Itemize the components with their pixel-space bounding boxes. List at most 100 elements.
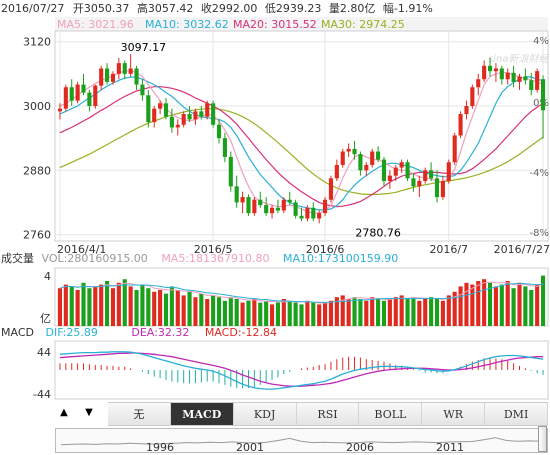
candle (535, 68, 540, 93)
volume-bar (311, 302, 316, 326)
price-tick-label: 3000 (23, 100, 51, 113)
navigator-handle[interactable] (538, 426, 547, 452)
volume-bar (216, 297, 222, 326)
volume-bar (523, 286, 528, 326)
price-tick-label: 2760 (23, 229, 51, 242)
history-line (60, 437, 542, 446)
candle (370, 148, 375, 168)
scroll-up-button[interactable]: ▲ (60, 406, 68, 418)
volume-bar (105, 281, 110, 326)
tab-无[interactable]: 无 (108, 403, 171, 425)
candle (358, 151, 363, 176)
volume-bar (511, 288, 516, 326)
volume-bar (517, 282, 522, 326)
tab-kdj[interactable]: KDJ (233, 403, 297, 425)
volume-bar (411, 297, 416, 326)
extreme-label: 2780.76 (355, 226, 401, 239)
header-readout: 2016/07/27 开3050.37 高3057.42 收2992.00 低2… (1, 1, 433, 15)
sina-watermark: sina新浪财经 (488, 53, 549, 65)
candle (264, 197, 269, 216)
volume-bar (181, 295, 186, 326)
candle (529, 72, 534, 96)
navigator-year-label: 2006 (346, 441, 374, 454)
candle (328, 175, 334, 203)
candle (464, 100, 469, 120)
volume-bar (211, 295, 216, 326)
volume-bar (116, 282, 121, 326)
date-tick-label: 2016/7/27 (494, 243, 550, 256)
candle (287, 191, 292, 206)
candle (75, 81, 80, 104)
candle (364, 162, 369, 176)
history-navigator[interactable]: 1996 2001 2006 2011 (55, 428, 548, 454)
candle (187, 106, 192, 123)
candle (158, 100, 163, 115)
tab-boll[interactable]: BOLL (359, 403, 423, 425)
volume-bar (222, 300, 227, 326)
volume-bar (169, 286, 174, 326)
scroll-down-button[interactable]: ▼ (85, 406, 93, 418)
volume-bar (152, 291, 157, 326)
volume-bar (299, 304, 304, 326)
volume-bar (57, 288, 63, 326)
volume-bar (452, 291, 457, 326)
volume-bar (146, 288, 151, 326)
volume-bar (399, 295, 404, 326)
tab-macd[interactable]: MACD (170, 403, 234, 425)
volume-bar (158, 290, 163, 326)
candle (482, 60, 487, 82)
price-tick-label: 2880 (23, 164, 51, 177)
candle (334, 159, 339, 181)
volume-bar (499, 284, 504, 326)
date-tick-label: 2016/7 (429, 243, 468, 256)
extreme-label: 3097.17 (121, 41, 167, 54)
volume-bar (334, 297, 339, 326)
volume-title: 成交量 (1, 251, 34, 265)
volume-bar (535, 284, 540, 326)
candle (487, 57, 493, 77)
candle (175, 119, 180, 136)
candle (470, 84, 475, 109)
volume-bar (446, 295, 451, 326)
candle (181, 111, 186, 128)
volume-bar (434, 299, 440, 326)
macd-histogram (59, 356, 544, 389)
candle (493, 63, 498, 82)
volume-bar (69, 286, 74, 326)
tab-wr[interactable]: WR (422, 403, 486, 425)
candle (446, 159, 451, 184)
volume-bar (323, 302, 328, 326)
candle (523, 68, 528, 85)
percent-tick-label: -8% (530, 228, 549, 239)
volume-bar (376, 299, 381, 326)
indicator-tabs: 无 MACD KDJ RSI BOLL WR DMI (108, 402, 549, 426)
volume-bar (381, 300, 387, 326)
candle (299, 207, 304, 222)
candle (346, 143, 351, 157)
navigator-year-label: 1996 (146, 441, 174, 454)
candle (116, 57, 121, 80)
volume-bar (287, 300, 292, 326)
price-tick-label: 3120 (23, 36, 51, 49)
candle (93, 84, 98, 109)
date-axis: 2016/4/1 2016/5 2016/6 2016/7 2016/7/27 (57, 243, 550, 256)
volume-bar (228, 297, 233, 326)
candle (199, 106, 204, 120)
volume-bar (440, 300, 445, 326)
candle (340, 148, 345, 168)
volume-bar (175, 290, 180, 326)
ma-legend-item: MA10: 3032.62 (145, 18, 229, 31)
volume-bar (352, 297, 357, 326)
volume-bar (293, 302, 298, 326)
volume-bar (487, 282, 493, 326)
volume-bar (358, 299, 363, 326)
volume-bar (505, 281, 510, 326)
candle (429, 162, 434, 181)
volume-bar (364, 300, 369, 326)
volume-bar (246, 300, 251, 326)
tab-rsi[interactable]: RSI (296, 403, 360, 425)
tab-dmi[interactable]: DMI (485, 403, 549, 425)
candle (105, 63, 110, 85)
candle (252, 197, 257, 216)
candle (540, 75, 546, 139)
